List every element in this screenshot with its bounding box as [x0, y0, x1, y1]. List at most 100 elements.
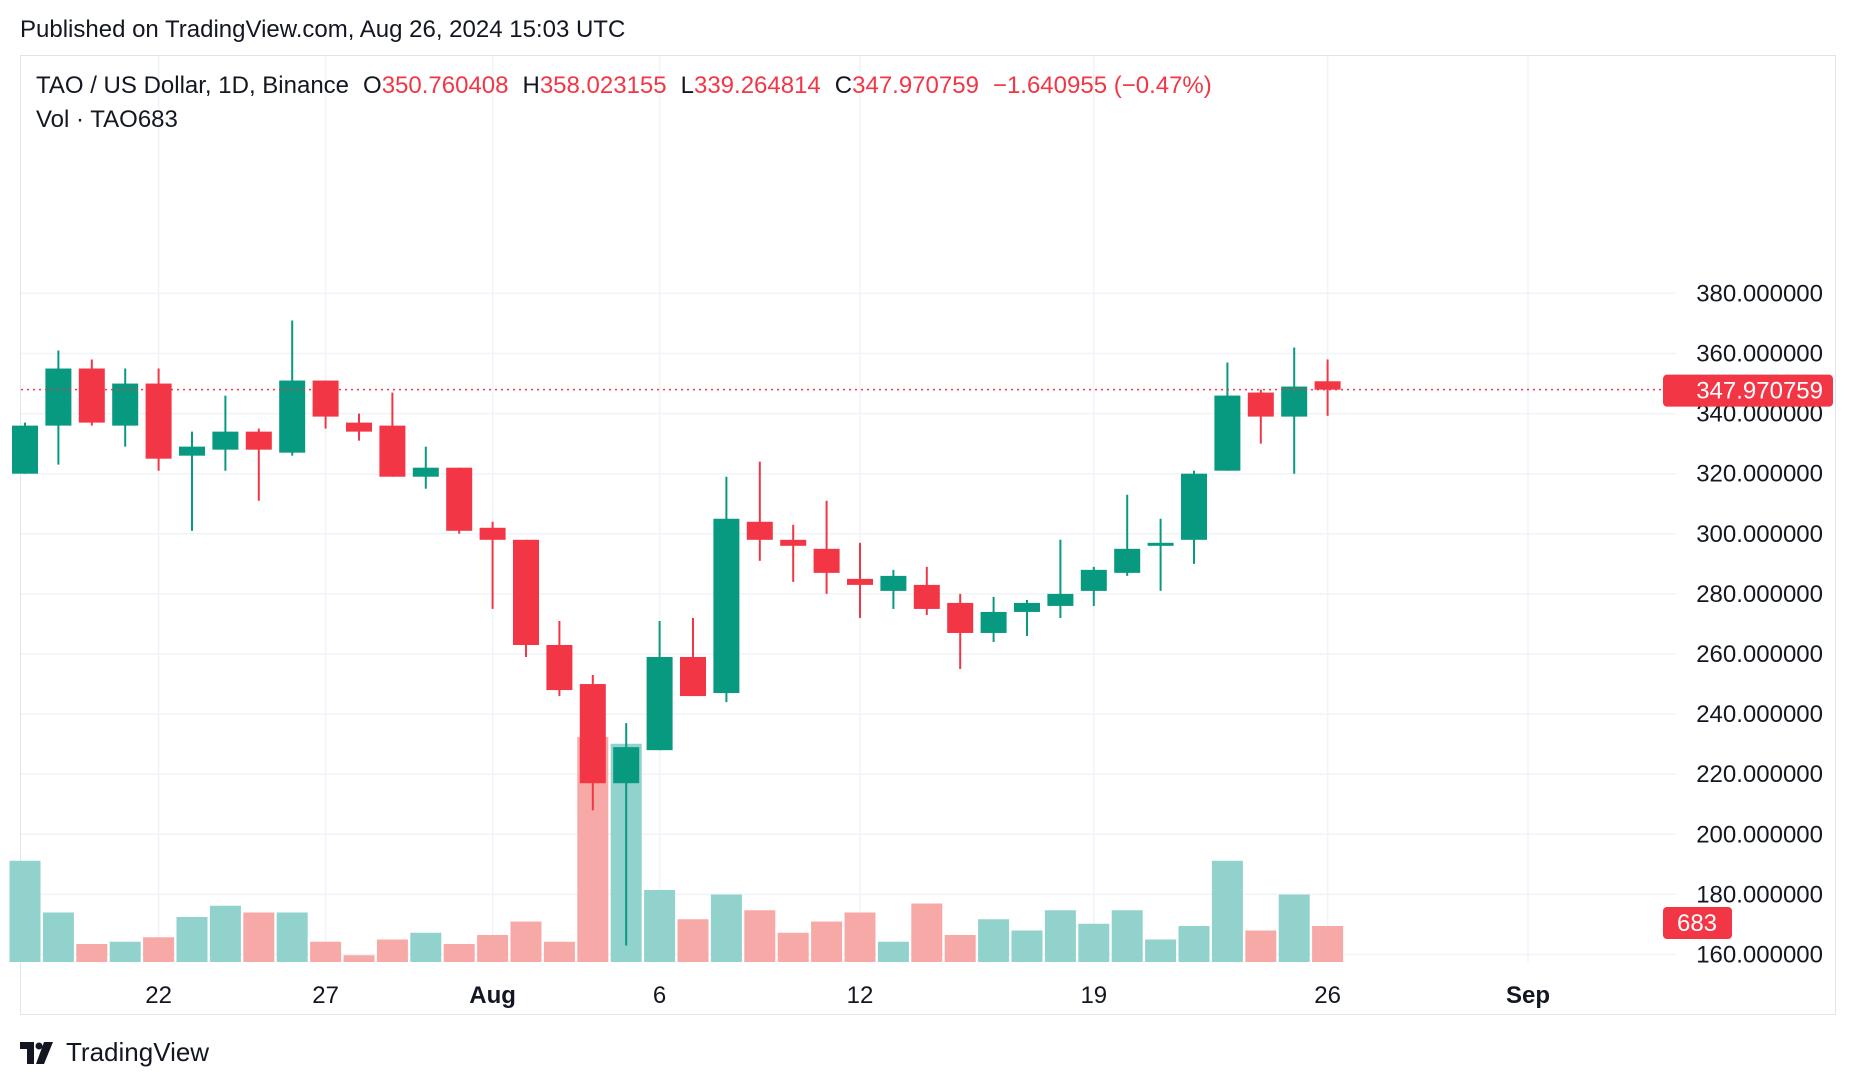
time-tick-label: 12 [847, 982, 874, 1009]
volume-bar [944, 935, 976, 962]
grid-lines [21, 56, 1676, 962]
candle [880, 569, 907, 609]
time-axis[interactable]: 22 27 Aug 6 12 19 26 Sep [145, 982, 1550, 1009]
volume-bar [644, 890, 676, 962]
candle [1247, 389, 1274, 444]
volume-value: 683 [137, 106, 178, 133]
candle-body [680, 657, 706, 697]
candle [1114, 494, 1141, 576]
price-tick-label: 220.000000 [1696, 761, 1823, 788]
candle [446, 467, 473, 534]
volume-bar [76, 944, 108, 962]
candle [847, 542, 873, 618]
candle [513, 539, 539, 658]
volume-bar [844, 912, 876, 962]
last-price-badge-label: 347.970759 [1696, 378, 1823, 405]
volume-bar [1245, 930, 1277, 962]
last-price-badge-bg [1663, 374, 1833, 407]
candle-body [1214, 395, 1241, 471]
candle [245, 428, 272, 501]
price-tick-label: 300.000000 [1696, 521, 1823, 548]
candle-body [1047, 593, 1074, 606]
volume-bar [877, 941, 909, 962]
candle [479, 521, 506, 609]
candle [1181, 470, 1207, 564]
candle [613, 723, 640, 946]
candle [145, 368, 172, 471]
candle-body [346, 422, 372, 432]
price-tick-label: 160.000000 [1696, 942, 1823, 969]
price-axis[interactable]: 380.000000360.000000340.000000320.000000… [1696, 280, 1823, 968]
time-tick-label: 26 [1314, 982, 1341, 1009]
candle [112, 368, 139, 447]
candle-body [546, 644, 573, 691]
volume-bar [276, 912, 308, 962]
time-tick-label: 6 [653, 982, 666, 1009]
volume-bar [1011, 930, 1043, 962]
candle [279, 320, 306, 456]
candle [1047, 539, 1074, 618]
volume-bar [109, 941, 141, 962]
candle-body [579, 684, 606, 784]
candle [980, 596, 1007, 642]
candle-body [513, 539, 539, 645]
volume-bar [744, 910, 776, 962]
price-tick-label: 260.000000 [1696, 641, 1823, 668]
candle-body [78, 368, 105, 423]
time-tick-label: 22 [145, 982, 172, 1009]
candle [1314, 359, 1341, 416]
candle-body [479, 527, 506, 540]
candle-body [12, 425, 38, 474]
candle [212, 395, 239, 471]
open-label: O [363, 72, 382, 99]
last-volume-badge-label: 683 [1677, 910, 1717, 937]
candle-body [1014, 602, 1040, 612]
volume-bar [9, 860, 41, 962]
volume-bar [677, 919, 709, 962]
volume-bar [443, 944, 475, 962]
price-tick-label: 380.000000 [1696, 280, 1823, 307]
candle-body [847, 578, 873, 585]
high-value: 358.023155 [539, 72, 667, 99]
candle [45, 350, 72, 465]
volume-bar [1145, 939, 1177, 962]
candle-body [279, 380, 306, 453]
volume-bar [777, 932, 809, 962]
low-value: 339.264814 [693, 72, 821, 99]
volume-bar [1078, 923, 1110, 962]
price-tick-label: 180.000000 [1696, 881, 1823, 908]
high-label: H [522, 72, 540, 99]
candle-body [980, 611, 1007, 633]
tradingview-logo-icon [20, 1041, 53, 1064]
candle-body [613, 747, 640, 784]
candle-body [1181, 473, 1207, 540]
candle [346, 413, 372, 441]
volume-bar [1044, 910, 1076, 962]
ohlc-legend: TAO / US Dollar, 1D, Binance O350.760408 H… [36, 72, 1212, 100]
open-value: 350.760408 [381, 72, 509, 99]
last-price-badge: 347.970759 [1663, 374, 1833, 407]
candle [179, 431, 205, 531]
candle [680, 617, 706, 697]
candle-body [446, 467, 473, 531]
volume-label[interactable]: Vol · TAO [36, 106, 138, 133]
tradingview-logo[interactable]: TradingView [20, 1037, 209, 1068]
candle-body [713, 518, 740, 694]
candle-body [1314, 381, 1341, 390]
volume-bar [243, 912, 275, 962]
volume-bar [510, 921, 542, 962]
candle [379, 392, 406, 477]
symbol-title[interactable]: TAO / US Dollar, 1D, Binance [36, 72, 350, 99]
candle-body [145, 383, 172, 459]
candle-body [1247, 392, 1274, 417]
candle-body [245, 431, 272, 450]
candle-body [412, 467, 439, 477]
candle-body [880, 575, 907, 591]
close-value: 347.970759 [852, 72, 979, 99]
candle [546, 620, 573, 697]
candle [813, 500, 840, 594]
candle [579, 675, 606, 811]
candle-body [947, 602, 974, 633]
volume-bar [209, 905, 241, 962]
